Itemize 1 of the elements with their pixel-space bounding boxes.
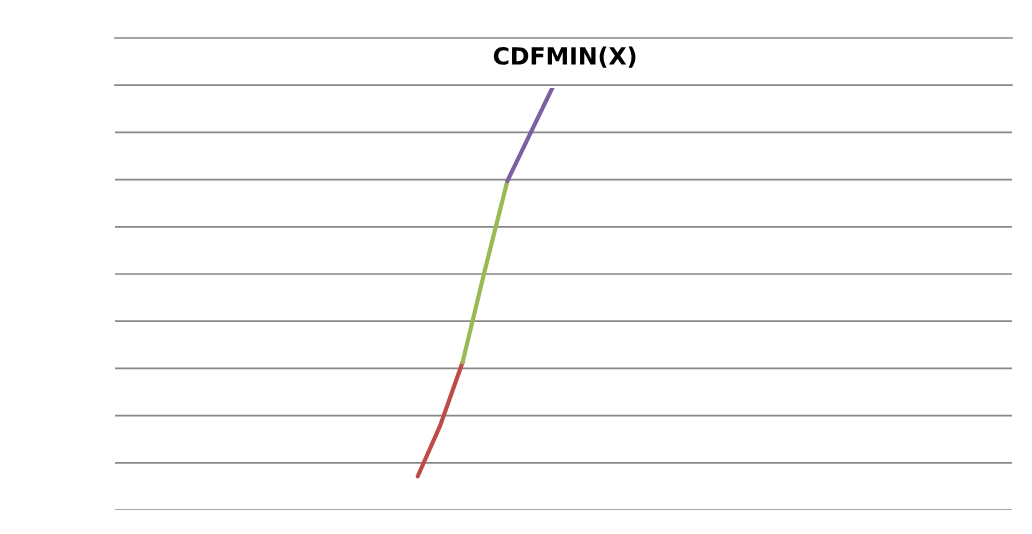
chart-title: CDFMIN(X) — [493, 46, 636, 68]
